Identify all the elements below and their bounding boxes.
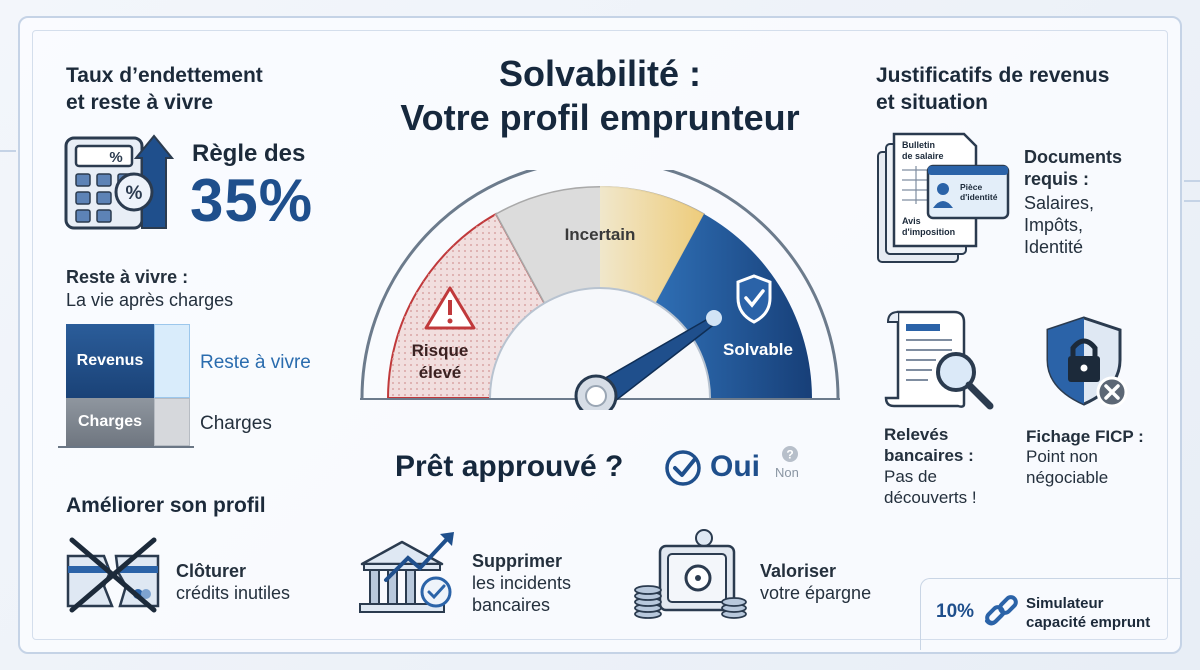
approval-no: Non [775, 465, 799, 480]
gauge-needle [574, 310, 722, 410]
simulator-label-line2: capacité emprunt [1026, 614, 1151, 631]
releves-text: Pas de découverts ! [884, 466, 977, 508]
debt-section-title-line1: Taux d’endettement [66, 64, 263, 87]
link-icon[interactable] [984, 594, 1020, 628]
ficp-title: Fichage FICP : [1026, 427, 1144, 446]
svg-text:?: ? [786, 448, 793, 462]
doc-piece-line1: Pièce [960, 182, 982, 192]
doc-avis-line2: d'imposition [902, 227, 955, 237]
improve-item3-title: Valoriser [760, 561, 837, 581]
improve-item2-text-line2: bancaires [472, 595, 551, 615]
simulator-label-line1: Simulateur [1026, 595, 1104, 612]
id-card-icon: Pièce d'identité [926, 164, 1010, 220]
bar-baseline [58, 446, 194, 448]
decor-line [1184, 180, 1200, 182]
releves-title-line1: Relevés [884, 425, 949, 444]
releves-title-line2: bancaires : [884, 446, 974, 465]
doc-bulletin-line1: Bulletin [902, 140, 935, 150]
rule-value: 35% [190, 167, 314, 234]
improve-item1-text: crédits inutiles [176, 583, 291, 603]
improve-item2-title: Supprimer [472, 551, 563, 571]
bar-revenus: Revenus [66, 324, 154, 398]
svg-text:%: % [126, 183, 143, 204]
page-title-line1: Solvabilité : [498, 53, 702, 94]
page-title-line2: Votre profil emprunteur [400, 97, 800, 138]
page-title: Solvabilité : Votre profil emprunteur [340, 52, 860, 140]
gauge-uncertain: Incertain [565, 225, 636, 244]
gauge-high-risk-line2: élevé [419, 363, 462, 382]
magnifier-icon [936, 352, 994, 410]
decor-line [1184, 200, 1200, 202]
bar-charges-segment [154, 398, 190, 446]
releves-title: Relevés bancaires : [884, 424, 974, 466]
crossed-card-icon [66, 537, 160, 613]
debt-section-title-line2: et reste à vivre [66, 91, 214, 114]
approval-question: Prêt approuvé ? [395, 450, 624, 483]
documents-icon: Bulletin de salaire Avis d'imposition Pi… [877, 132, 1010, 263]
solvency-gauge: Risque élevé Incertain Solvable [360, 170, 840, 410]
infographic-inner-frame [32, 30, 1168, 640]
doc-avis-line1: Avis [902, 216, 921, 226]
ficp-text-line1: Point non [1026, 447, 1098, 466]
improve-item2-text-line1: les incidents [472, 573, 572, 593]
improve-item1-title: Clôturer [176, 561, 247, 581]
legend-reste: Reste à vivre [200, 352, 311, 373]
calculator-icon: % % [64, 134, 175, 230]
improve-item2-text: les incidents bancaires [472, 572, 571, 616]
rule-label: Règle des [192, 140, 306, 167]
improve-item3-text: votre épargne [760, 583, 872, 603]
check-circle-icon [665, 450, 701, 486]
ficp-text: Point non négociable [1026, 446, 1108, 488]
simulator-label[interactable]: Simulateur capacité emprunt [1026, 594, 1150, 632]
docs-list-line3: Identité [1024, 237, 1084, 257]
proofs-section-title: Justificatifs de revenus et situation [876, 62, 1176, 116]
gauge-solvent: Solvable [723, 340, 793, 359]
doc-piece-line2: d'identité [960, 192, 998, 202]
reste-title: Reste à vivre : [66, 267, 189, 287]
docs-list: Salaires, Impôts, Identité [1024, 192, 1094, 258]
docs-title-line2: requis : [1024, 169, 1090, 189]
reste-subtitle: La vie après charges [66, 290, 234, 310]
improve-section-title: Améliorer son profil [66, 494, 266, 517]
debt-section-title: Taux d’endettement et reste à vivre [66, 62, 346, 116]
legend-charges: Charges [200, 413, 272, 434]
releves-text-line2: découverts ! [884, 488, 977, 507]
docs-list-line1: Salaires, [1024, 193, 1095, 213]
docs-title-line1: Documents [1024, 147, 1123, 167]
approval-yes: Oui [710, 450, 760, 483]
proofs-section-title-line1: Justificatifs de revenus [876, 64, 1110, 87]
shield-check-icon [736, 274, 772, 324]
bank-statement-icon [884, 310, 994, 410]
docs-list-line2: Impôts, [1024, 215, 1084, 235]
doc-bulletin-line2: de salaire [902, 151, 944, 161]
shield-lock-icon [1046, 316, 1128, 408]
decor-line [0, 150, 16, 152]
safe-coins-icon [634, 529, 747, 619]
proofs-section-title-line2: et situation [876, 91, 989, 114]
releves-text-line1: Pas de [884, 467, 937, 486]
bar-reste-segment [154, 324, 190, 398]
warning-icon [424, 286, 476, 330]
simulator-pct: 10% [936, 601, 975, 622]
bank-arrow-icon [359, 532, 454, 613]
docs-title: Documents requis : [1024, 146, 1122, 190]
gauge-high-risk-line1: Risque [412, 341, 469, 360]
help-icon: ? [782, 446, 798, 462]
simulator-box[interactable] [920, 578, 1180, 650]
bar-charges: Charges [66, 398, 154, 446]
ficp-text-line2: négociable [1026, 468, 1109, 487]
calculator-badge: % [109, 149, 122, 166]
